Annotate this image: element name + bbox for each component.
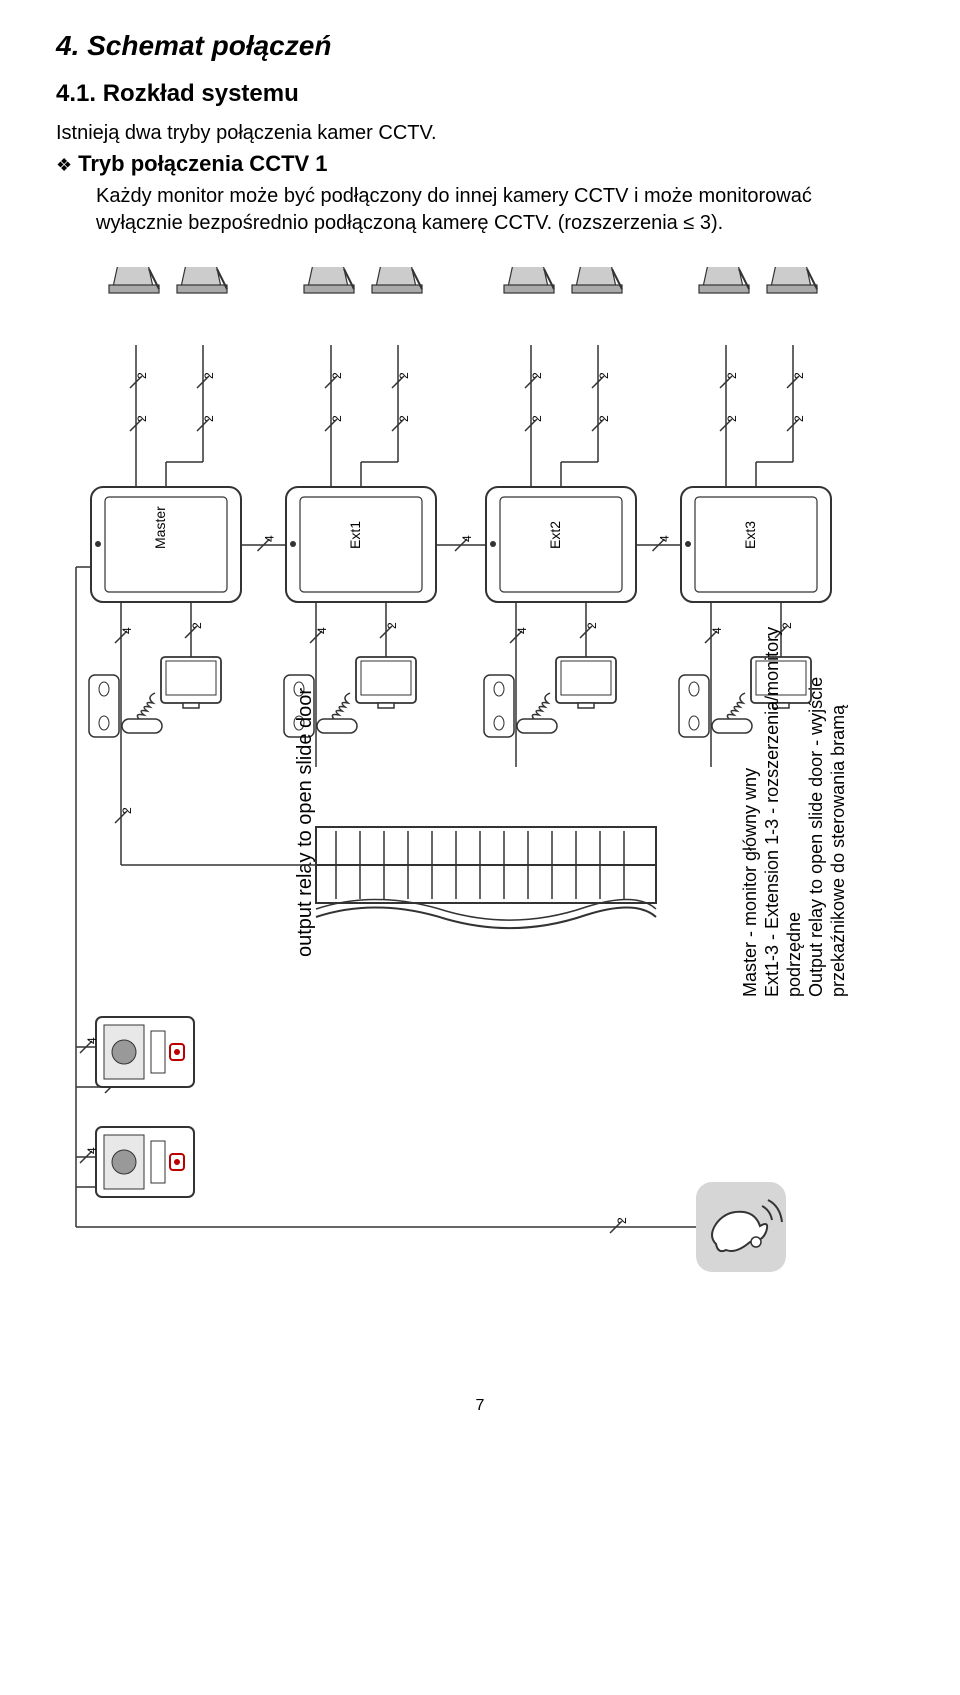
page-number: 7	[56, 1397, 904, 1415]
sub-heading: 4.1. Rozkład systemu	[56, 80, 904, 108]
system-diagram: 2 4	[56, 267, 906, 1367]
svg-text:output relay to open slide doo: output relay to open slide door	[294, 688, 316, 957]
section-heading: 4. Schemat połączeń	[56, 30, 904, 62]
svg-text:Ext2: Ext2	[547, 521, 563, 549]
svg-text:Ext1-3 - Extension 1-3 - rozsz: Ext1-3 - Extension 1-3 - rozszerzenia/mo…	[762, 627, 782, 997]
svg-text:Ext3: Ext3	[742, 521, 758, 549]
svg-text:Output relay to open slide doo: Output relay to open slide door - wyjści…	[806, 677, 826, 997]
intro-text: Istnieją dwa tryby połączenia kamer CCTV…	[56, 122, 904, 145]
svg-text:Master: Master	[152, 506, 168, 549]
svg-text:podrzędne: podrzędne	[784, 912, 804, 997]
bullet-heading: Tryb połączenia CCTV 1	[78, 151, 327, 177]
svg-text:Master - monitor główny wny: Master - monitor główny wny	[740, 768, 760, 997]
bullet-line: ❖ Tryb połączenia CCTV 1	[56, 151, 904, 177]
svg-text:Ext1: Ext1	[347, 521, 363, 549]
body-text: Każdy monitor może być podłączony do inn…	[96, 183, 904, 237]
diamond-icon: ❖	[56, 156, 72, 174]
svg-text:przekaźnikowe do sterowania br: przekaźnikowe do sterowania bramą	[828, 704, 848, 997]
